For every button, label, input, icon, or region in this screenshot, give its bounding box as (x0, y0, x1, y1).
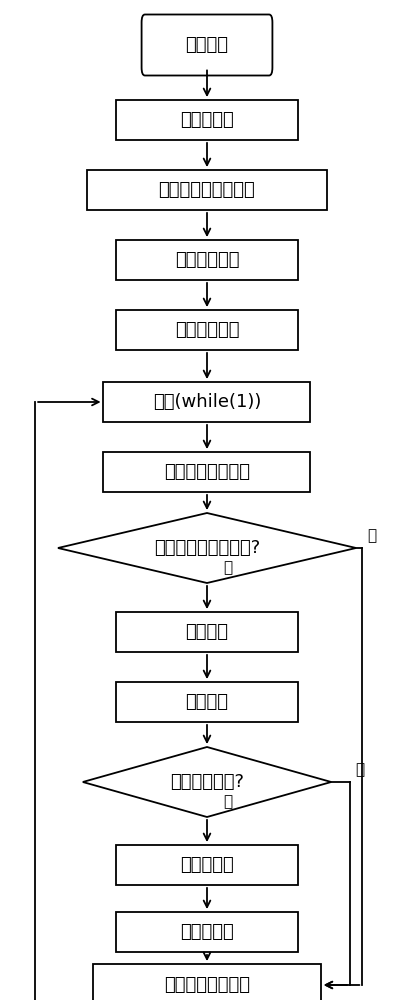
Bar (93, 964, 320, 1000)
Text: 补偿量发送: 补偿量发送 (180, 923, 233, 941)
Polygon shape (83, 747, 330, 817)
Bar (116, 845, 297, 885)
Text: 否: 否 (354, 762, 363, 777)
Text: 循环(while(1)): 循环(while(1)) (152, 393, 261, 411)
Text: 否: 否 (366, 528, 375, 543)
Bar (103, 452, 310, 492)
Text: 是: 是 (223, 794, 232, 809)
Text: 读取一个温度数据: 读取一个温度数据 (164, 463, 249, 481)
Text: 是: 是 (223, 560, 232, 575)
Bar (87, 170, 326, 210)
Text: 读取模型参数: 读取模型参数 (174, 321, 239, 339)
Bar (116, 682, 297, 722)
Text: 所有传感器数据读完?: 所有传感器数据读完? (154, 539, 259, 557)
Text: 补偿量计算: 补偿量计算 (180, 856, 233, 874)
Bar (116, 912, 297, 952)
Text: 开机上电: 开机上电 (185, 36, 228, 54)
Bar (116, 100, 297, 140)
Text: 数据发送: 数据发送 (185, 693, 228, 711)
Text: 分配存储空间: 分配存储空间 (174, 251, 239, 269)
Bar (103, 382, 310, 422)
Bar (116, 310, 297, 350)
Text: 初始化设备: 初始化设备 (180, 111, 233, 129)
Bar (116, 612, 297, 652)
Bar (116, 240, 297, 280)
FancyBboxPatch shape (141, 14, 272, 76)
Text: 读取温度存储索引表: 读取温度存储索引表 (158, 181, 255, 199)
Text: 补偿开关打开?: 补偿开关打开? (170, 773, 243, 791)
Polygon shape (58, 513, 355, 583)
Text: 数据滤波: 数据滤波 (185, 623, 228, 641)
Text: 配置下一温度通道: 配置下一温度通道 (164, 976, 249, 994)
